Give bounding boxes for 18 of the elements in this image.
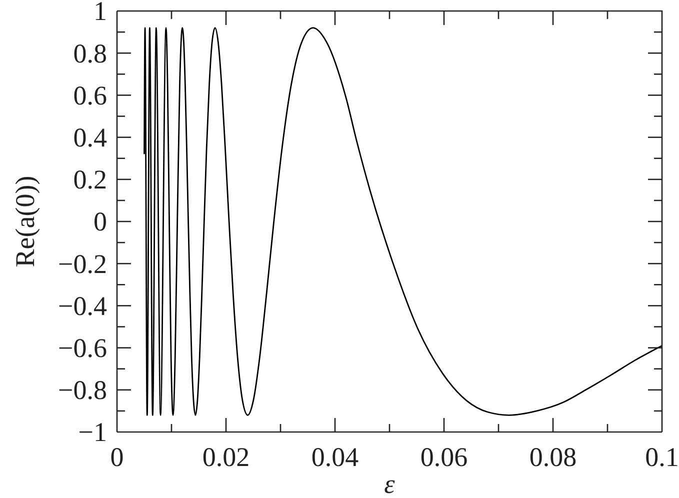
y-tick-label: 0 bbox=[94, 206, 107, 237]
x-tick-label: 0.04 bbox=[311, 442, 360, 472]
y-tick-label: 0.8 bbox=[73, 38, 107, 68]
x-tick-label: 0.06 bbox=[420, 442, 468, 472]
x-axis-title: ε bbox=[384, 469, 396, 498]
y-tick-label: −0.8 bbox=[58, 375, 107, 406]
y-tick-label: 1 bbox=[94, 0, 107, 26]
y-tick-label: 0.2 bbox=[73, 164, 107, 195]
x-tick-label: 0.08 bbox=[529, 442, 577, 472]
y-tick-label: −0.4 bbox=[58, 290, 108, 321]
y-axis-title: Re(a(0)) bbox=[10, 176, 40, 268]
y-tick-label: 0.4 bbox=[73, 122, 108, 152]
y-tick-label: −0.6 bbox=[58, 332, 107, 363]
x-tick-label: 0.02 bbox=[202, 442, 250, 472]
y-tick-label: 0.6 bbox=[73, 80, 107, 110]
y-tick-label: −0.2 bbox=[58, 248, 107, 279]
x-tick-label: 0.1 bbox=[645, 442, 679, 472]
y-tick-label: −1 bbox=[78, 417, 107, 448]
